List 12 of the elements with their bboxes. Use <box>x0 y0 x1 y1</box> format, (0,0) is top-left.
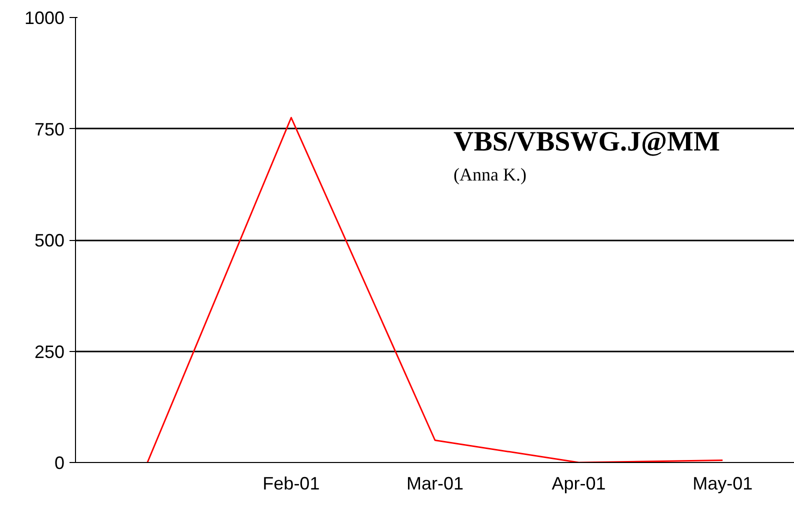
y-tick-label: 250 <box>34 342 65 362</box>
text: (Anna K.) <box>454 164 526 184</box>
y-tick-label: 1000 <box>24 8 65 28</box>
y-tick-label: 750 <box>34 119 65 140</box>
y-tick-label: 500 <box>34 230 65 250</box>
x-tick-label: Feb-01 <box>262 474 320 494</box>
x-tick-label: Mar-01 <box>406 474 464 494</box>
line-series <box>146 116 724 462</box>
text: VBS/VBSWG.J@MM <box>454 126 720 158</box>
x-tick-label: Apr-01 <box>552 474 606 494</box>
y-tick-label: 0 <box>54 453 65 473</box>
x-tick-label: May-01 <box>692 474 753 494</box>
